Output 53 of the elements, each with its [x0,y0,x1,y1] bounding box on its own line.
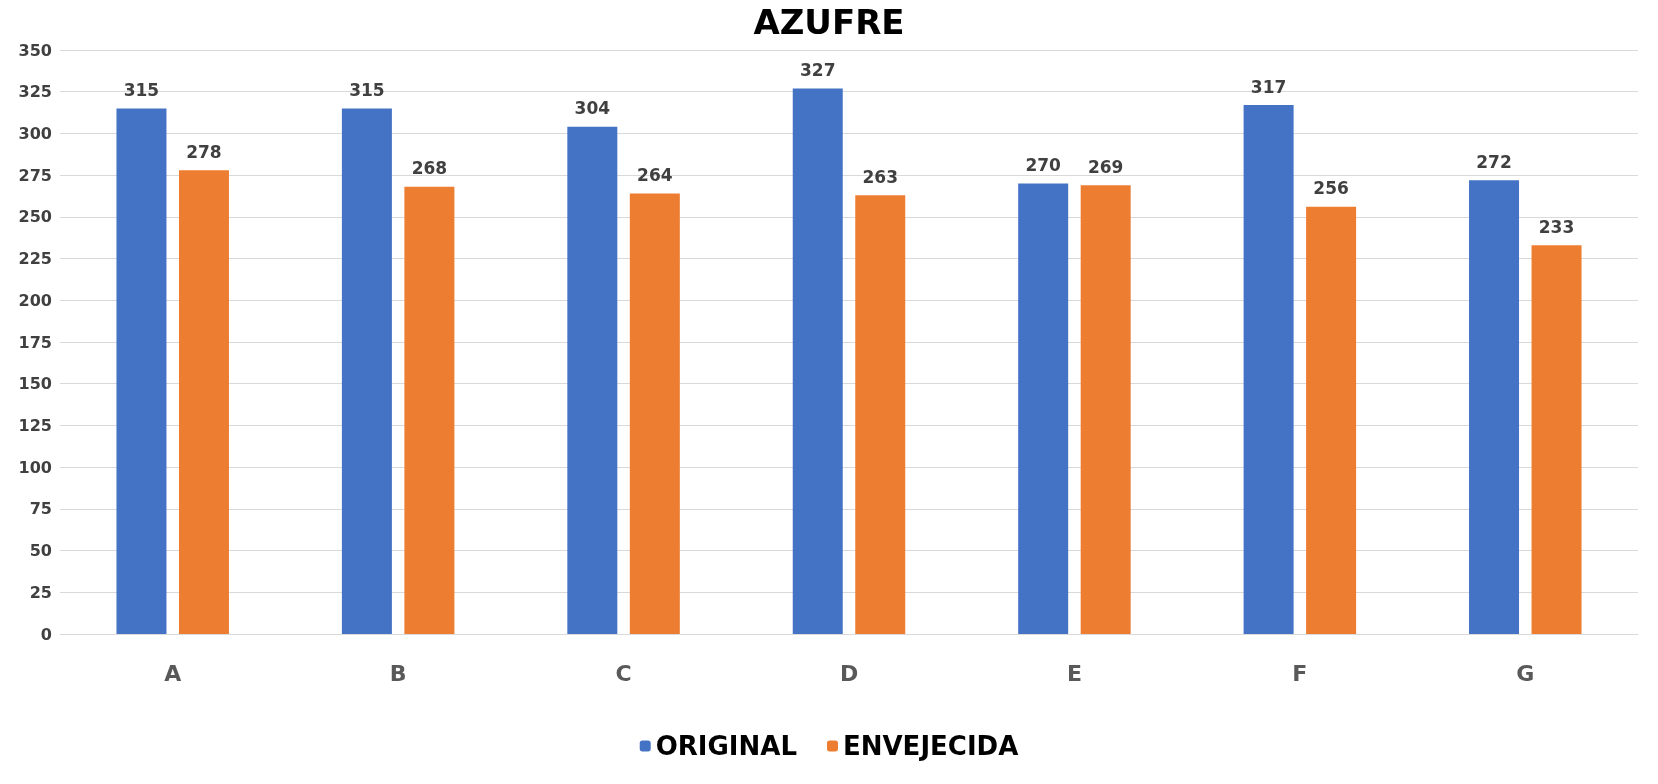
data-label: 256 [1313,178,1349,199]
bar [116,108,167,634]
data-label: 268 [411,158,448,179]
y-tick-label: 25 [29,582,52,602]
bar [1469,180,1520,634]
bar [341,108,392,634]
data-label: 270 [1025,154,1062,175]
y-tick-label: 300 [18,123,52,143]
bar [792,88,843,634]
bar [1306,206,1357,634]
x-tick-label: B [389,660,407,686]
data-label: 315 [123,79,160,100]
x-tick-label: G [1516,660,1535,686]
y-tick-label: 350 [18,40,52,60]
y-tick-label: 225 [18,249,52,269]
y-tick-label: 100 [18,457,52,477]
x-tick-label: E [1066,660,1082,686]
bar [1080,185,1131,634]
bar [404,186,455,634]
y-tick-label: 125 [18,415,52,435]
y-tick-label: 325 [18,82,52,102]
y-tick-label: 275 [18,165,52,185]
data-label: 304 [574,98,611,119]
bar [629,193,680,634]
y-tick-label: 150 [18,374,52,394]
data-label: 278 [186,141,222,162]
legend-label: ORIGINAL [655,731,797,761]
y-tick-label: 50 [29,541,52,561]
data-label: 315 [349,79,385,100]
data-label: 272 [1476,151,1512,172]
y-tick-label: 250 [18,207,52,227]
bar [1531,245,1582,634]
bar [178,170,229,634]
x-tick-label: C [615,660,632,686]
x-tick-label: A [164,660,182,686]
x-tick-label: D [839,660,859,686]
bar [567,126,618,634]
y-tick-label: 175 [18,332,52,352]
chart-title: AZUFRE [753,2,905,42]
data-label: 233 [1538,216,1575,237]
y-tick-label: 75 [29,499,52,519]
bar [1243,105,1294,634]
data-label: 317 [1250,76,1287,97]
y-tick-label: 200 [18,290,52,310]
data-label: 264 [637,165,673,185]
x-tick-label: F [1292,660,1308,686]
bar [855,195,906,634]
data-label: 327 [800,59,836,80]
y-tick-label: 0 [40,624,52,644]
data-label: 263 [862,166,898,187]
bar [1018,183,1069,634]
data-label: 269 [1087,156,1124,177]
legend-label: ENVEJECIDA [842,731,1019,761]
